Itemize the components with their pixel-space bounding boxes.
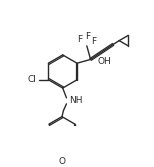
Text: OH: OH: [97, 57, 111, 66]
Text: NH: NH: [69, 96, 83, 105]
Text: Cl: Cl: [27, 75, 36, 84]
Text: O: O: [59, 157, 65, 166]
Text: F: F: [85, 32, 90, 41]
Text: F: F: [77, 35, 83, 44]
Text: F: F: [91, 37, 96, 46]
